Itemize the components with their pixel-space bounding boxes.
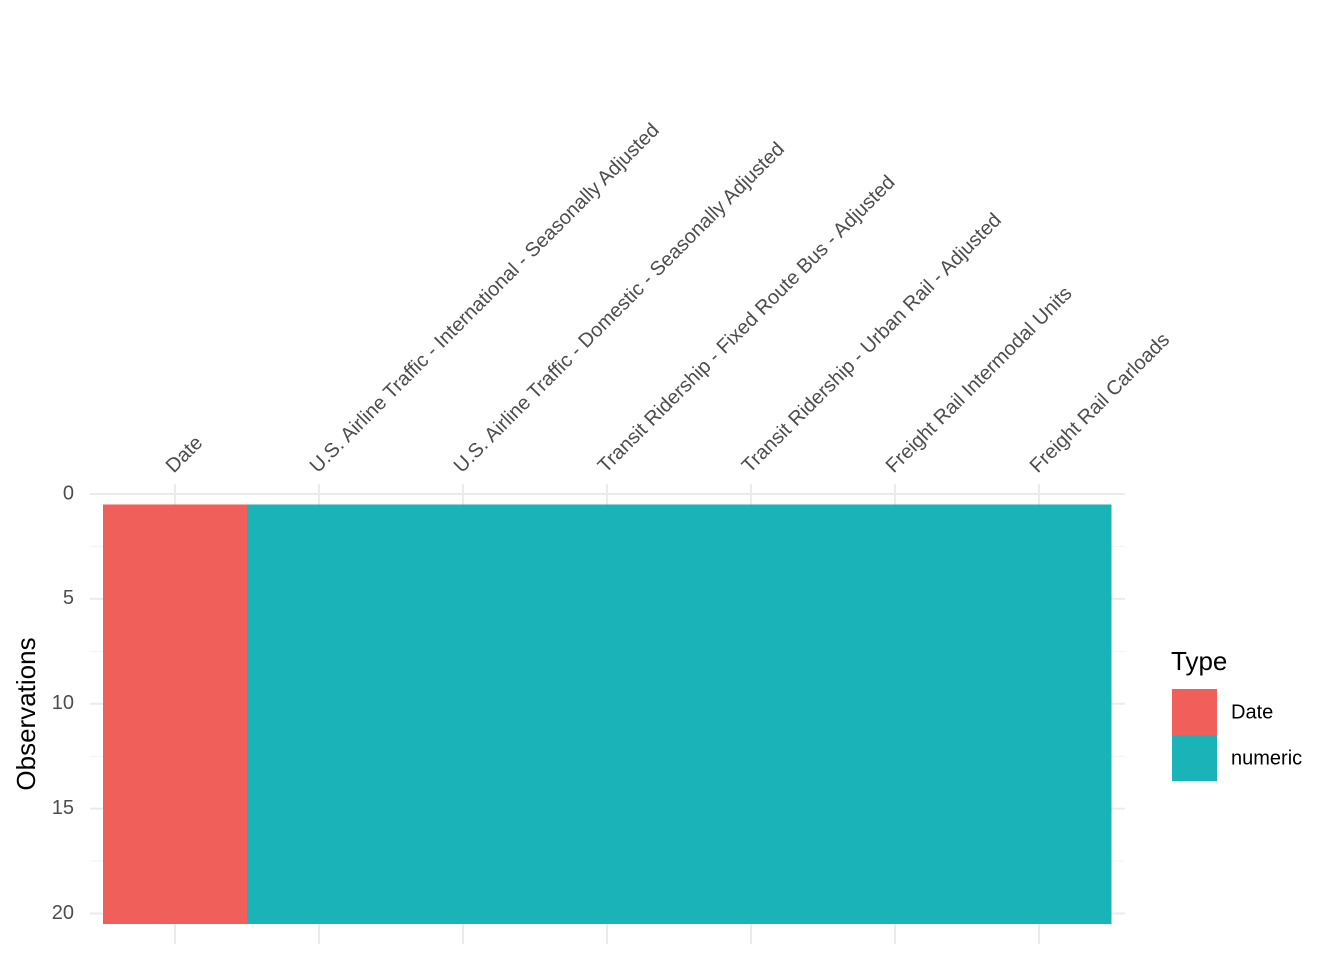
tile — [967, 504, 1112, 925]
x-tick-label: Transit Ridership - Urban Rail - Adjuste… — [738, 209, 1006, 477]
y-axis-label: Observations — [11, 637, 41, 790]
x-tick-label: U.S. Airline Traffic - Domestic - Season… — [450, 138, 789, 477]
tile — [391, 504, 536, 925]
y-tick-label: 5 — [63, 587, 74, 609]
y-tick-label: 10 — [52, 692, 74, 714]
legend-key — [1172, 689, 1217, 735]
y-tick-label: 0 — [63, 482, 74, 504]
tile — [247, 504, 392, 925]
x-tick-label: U.S. Airline Traffic - International - S… — [306, 119, 664, 477]
x-tick-label: Transit Ridership - Fixed Route Bus - Ad… — [594, 171, 900, 477]
tile — [103, 504, 248, 925]
legend-label: Date — [1231, 701, 1273, 723]
legend-title: Type — [1171, 646, 1227, 676]
x-tick-label: Date — [162, 432, 207, 477]
tile — [535, 504, 680, 925]
x-tick-label: Freight Rail Carloads — [1026, 329, 1174, 477]
y-tick-label: 15 — [52, 797, 74, 819]
tile — [679, 504, 824, 925]
legend-label: numeric — [1231, 747, 1302, 769]
tile — [823, 504, 968, 925]
y-tick-label: 20 — [52, 902, 74, 924]
legend-key — [1172, 735, 1217, 781]
